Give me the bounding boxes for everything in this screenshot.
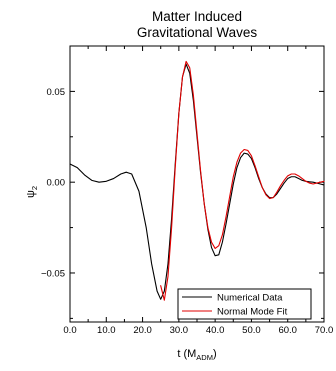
legend: Numerical Data Normal Mode Fit — [177, 288, 312, 320]
x-axis-label: t (MADM) — [177, 348, 216, 362]
x-tick-label: 70.0 — [315, 325, 334, 336]
chart-title-line-2: Gravitational Waves — [137, 25, 258, 40]
x-tick-label: 40.0 — [206, 325, 225, 336]
y-tick-label: 0.05 — [47, 87, 66, 98]
x-axis-label-main: t (M — [177, 348, 196, 360]
y-axis-label-text: ψ2 — [25, 186, 39, 198]
series-line-normal-mode-fit — [160, 60, 325, 301]
x-tick-label: 60.0 — [278, 325, 297, 336]
series-layer — [69, 60, 325, 301]
chart-title-line-1: Matter Induced — [152, 9, 242, 24]
y-axis-label-main: ψ — [25, 190, 37, 198]
x-axis-label-close: ) — [213, 348, 217, 360]
chart-title: Matter Induced Gravitational Waves — [137, 9, 258, 40]
x-axis-label-sub: ADM — [196, 353, 213, 362]
series-line-numerical-data — [69, 63, 325, 300]
x-tick-label: 10.0 — [97, 325, 116, 336]
legend-label-normal-mode-fit: Normal Mode Fit — [217, 307, 288, 318]
x-tick-label: 30.0 — [170, 325, 189, 336]
y-axis-label: ψ2 — [25, 186, 39, 198]
legend-box — [177, 288, 312, 320]
x-tick-label: 50.0 — [242, 325, 261, 336]
y-tick-label: 0.00 — [47, 178, 66, 189]
x-axis-label-text: t (MADM) — [177, 348, 216, 362]
y-tick-label: −0.05 — [41, 268, 65, 279]
plot-frame — [69, 45, 325, 323]
x-tick-label: 20.0 — [133, 325, 152, 336]
x-axis: 0.0 10.0 20.0 30.0 40.0 50.0 60.0 70.0 — [63, 46, 333, 336]
x-tick-label: 0.0 — [63, 325, 76, 336]
y-axis-label-sub: 2 — [30, 186, 39, 190]
legend-label-numerical-data: Numerical Data — [217, 293, 283, 304]
y-axis: −0.05 0.00 0.05 — [41, 45, 324, 319]
